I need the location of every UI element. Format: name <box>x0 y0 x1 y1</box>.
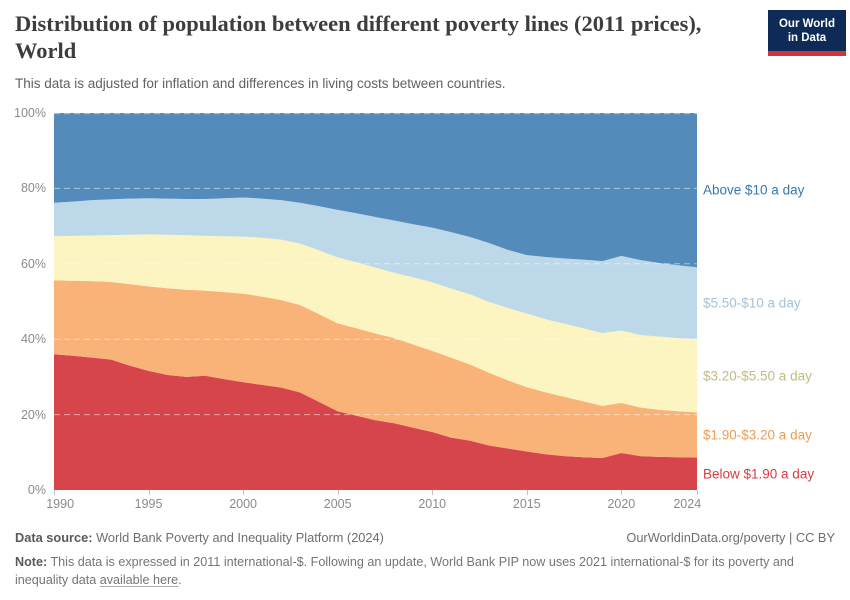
x-axis-tick-label: 2015 <box>512 497 541 511</box>
area-band-1[interactable] <box>54 280 697 458</box>
series-label-0[interactable]: Below $1.90 a day <box>703 466 815 482</box>
x-axis-tick <box>54 490 55 495</box>
y-axis-tick-label: 80% <box>20 181 46 196</box>
x-axis-tick <box>526 490 528 495</box>
x-axis-tick <box>243 490 245 495</box>
stacked-area-plot[interactable] <box>54 113 697 490</box>
note-label: Note: <box>15 555 48 569</box>
y-axis-tick-label: 20% <box>20 407 46 422</box>
series-label-1[interactable]: $1.90-$3.20 a day <box>703 427 812 443</box>
attribution-url-link[interactable]: OurWorldinData.org/poverty <box>626 530 786 545</box>
x-axis-tick-label: 2000 <box>229 497 258 511</box>
area-band-3[interactable] <box>54 197 697 339</box>
x-axis-tick-label: 1990 <box>46 497 75 511</box>
y-axis-tick-label: 40% <box>20 332 46 347</box>
series-label-3[interactable]: $5.50-$10 a day <box>703 295 801 311</box>
y-axis-tick-label: 60% <box>20 256 46 271</box>
data-source-value: World Bank Poverty and Inequality Platfo… <box>92 530 384 545</box>
data-source-label: Data source: <box>15 530 93 545</box>
area-band-2[interactable] <box>54 234 697 413</box>
x-axis-tick-label: 2010 <box>418 497 447 511</box>
note-text: This data is expressed in 2011 internati… <box>15 555 794 588</box>
attribution-line: OurWorldinData.org/poverty | CC BY <box>626 530 835 545</box>
license-link[interactable]: CC BY <box>795 530 835 545</box>
owid-logo-line2: in Data <box>787 31 827 44</box>
x-axis-tick <box>432 490 434 495</box>
x-axis-tick-label: 2020 <box>607 497 636 511</box>
attribution-separator: | <box>785 530 796 545</box>
x-axis-tick <box>337 490 339 495</box>
note-line: Note: This data is expressed in 2011 int… <box>15 553 815 590</box>
area-band-4[interactable] <box>54 113 697 268</box>
chart-subtitle: This data is adjusted for inflation and … <box>15 76 506 91</box>
x-axis-tick <box>621 490 623 495</box>
x-axis-tick-label: 2024 <box>673 497 702 511</box>
owid-logo-line1: Our World <box>778 17 835 30</box>
area-band-0[interactable] <box>54 354 697 490</box>
x-axis-tick <box>697 490 698 495</box>
x-axis-tick <box>148 490 150 495</box>
series-label-2[interactable]: $3.20-$5.50 a day <box>703 368 812 384</box>
y-axis-tick-label: 100% <box>14 106 46 120</box>
owid-logo[interactable]: Our World in Data <box>768 10 846 56</box>
data-source-line: Data source: World Bank Poverty and Ineq… <box>15 530 384 545</box>
y-axis-tick-label: 0% <box>27 483 46 497</box>
page-title: Distribution of population between diffe… <box>15 11 702 63</box>
x-axis-tick-label: 2005 <box>323 497 352 511</box>
series-label-4[interactable]: Above $10 a day <box>703 182 805 198</box>
note-available-here-link[interactable]: available here <box>99 573 179 588</box>
stacked-area-svg <box>54 113 697 490</box>
x-axis-tick-label: 1995 <box>134 497 163 511</box>
note-period: . <box>178 573 182 588</box>
